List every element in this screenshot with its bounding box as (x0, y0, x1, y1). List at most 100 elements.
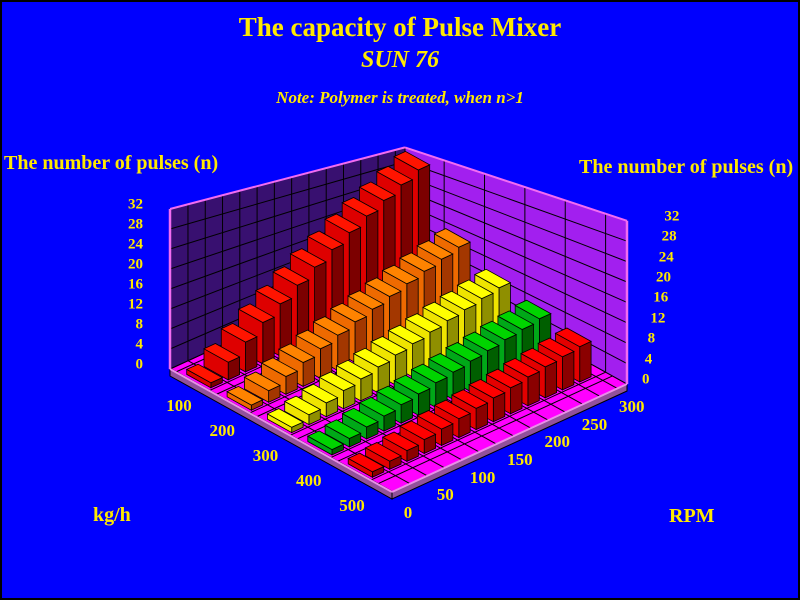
bar-side-face (544, 360, 557, 399)
bar-top-face (301, 383, 339, 404)
bar-top-face (393, 150, 431, 171)
kgh-axis-label: 400 (296, 471, 322, 490)
left-axis-tick: 16 (128, 276, 143, 293)
bar-top-face (260, 357, 299, 377)
right-axis-tick: 32 (664, 208, 680, 225)
bar-top-face (422, 301, 460, 322)
left-axis-tick: 28 (128, 216, 143, 233)
bar-top-face (416, 240, 454, 260)
bar-top-face (537, 337, 575, 358)
right-axis-tick: 24 (658, 249, 674, 266)
bar-top-face (185, 363, 224, 384)
bar-top-face (324, 419, 362, 439)
bar-side-face (579, 340, 592, 383)
bar-top-face (462, 331, 500, 352)
bar-top-face (341, 407, 379, 428)
bar-top-face (479, 320, 518, 341)
kgh-axis-label: 200 (209, 421, 236, 440)
right-axis-tick: 0 (642, 371, 650, 388)
rpm-axis-label: 300 (619, 396, 645, 416)
bar-side-face (245, 336, 258, 373)
kgh-axis-label: 300 (252, 446, 279, 465)
bar-top-face (341, 197, 379, 217)
bar-top-face (456, 279, 494, 300)
left-axis-tick: 0 (135, 356, 144, 373)
bar-top-face (266, 408, 304, 428)
bar-top-face (399, 252, 437, 272)
bar-top-face (254, 284, 293, 305)
floor-grid-row (377, 375, 613, 485)
bar-top-face (468, 378, 506, 399)
bar-top-face (318, 371, 356, 392)
left-axis-tick: 12 (128, 296, 143, 313)
bar-top-face (502, 357, 541, 378)
right-wall-hgrid (404, 161, 628, 242)
right-axis-tick: 8 (647, 330, 656, 347)
bar-top-face (289, 248, 327, 268)
right-wall-hgrid (404, 189, 628, 283)
bar-top-face (220, 322, 258, 343)
bar-top-face (335, 359, 374, 380)
bar-top-face (554, 327, 592, 348)
bar-top-face (295, 329, 333, 350)
bar-side-face (562, 350, 575, 391)
bar-top-face (473, 268, 512, 289)
bar-top-face (283, 395, 322, 416)
bar-top-face (439, 290, 477, 311)
bar-top-face (237, 303, 276, 323)
bar-top-face (306, 430, 345, 451)
bar-top-face (364, 277, 402, 297)
bar-top-face (226, 385, 264, 406)
right-wall-hgrid (404, 203, 628, 303)
rpm-axis-label: 200 (544, 432, 570, 452)
kgh-unit-label: kg/h (93, 504, 131, 526)
bar-top-face (520, 347, 558, 368)
bar-top-face (329, 302, 368, 323)
bar-top-face (312, 316, 350, 336)
bar-top-face (306, 230, 345, 251)
bar-top-face (278, 343, 316, 363)
bar-top-face (347, 290, 385, 310)
rpm-axis-label: 250 (581, 414, 608, 434)
bar-top-face (358, 396, 397, 417)
right-axis-tick: 16 (653, 289, 669, 306)
bar-top-face (352, 347, 391, 368)
bar-top-face (497, 310, 535, 330)
rpm-axis-label: 100 (469, 467, 496, 487)
left-axis-tick: 4 (135, 336, 144, 353)
right-wall-top-edge (404, 146, 628, 222)
bar-top-face (450, 389, 489, 409)
bar-top-face (381, 431, 420, 452)
bar-top-face (485, 368, 523, 389)
floor-front-right-edge (391, 383, 628, 493)
bar-top-face (404, 313, 443, 333)
bar-top-face (393, 374, 431, 395)
left-axis-tick: 24 (128, 236, 143, 253)
left-axis-tick: 8 (135, 316, 144, 333)
chart-note: Note: Polymer is treated, when n>1 (276, 88, 524, 107)
bar-top-face (427, 353, 466, 373)
bar-top-face (416, 410, 454, 430)
chart-subtitle: SUN 76 (360, 47, 440, 73)
bar-top-face (433, 228, 471, 248)
bar-top-face (376, 385, 414, 406)
bar-top-face (410, 363, 448, 384)
bar-top-face (445, 342, 483, 362)
kgh-axis-label: 500 (339, 496, 365, 515)
bar-top-face (272, 266, 310, 286)
bar-top-face (514, 299, 552, 320)
rpm-unit-label: RPM (669, 505, 715, 527)
right-axis-tick: 12 (650, 310, 666, 327)
back-wall-hgrid (169, 161, 406, 230)
left-axis-tick: 32 (128, 196, 143, 213)
back-wall-top-edge (169, 146, 406, 210)
bar-top-face (370, 336, 408, 356)
rpm-axis-label: 50 (436, 485, 454, 505)
bar-top-face (387, 324, 425, 345)
bar-top-face (347, 452, 385, 473)
kgh-axis-label: 100 (166, 396, 192, 415)
right-wall-hgrid (404, 175, 628, 263)
right-axis-tick: 4 (644, 351, 653, 368)
chart-title: The capacity of Pulse Mixer (238, 12, 562, 42)
bar-top-face (203, 343, 241, 363)
